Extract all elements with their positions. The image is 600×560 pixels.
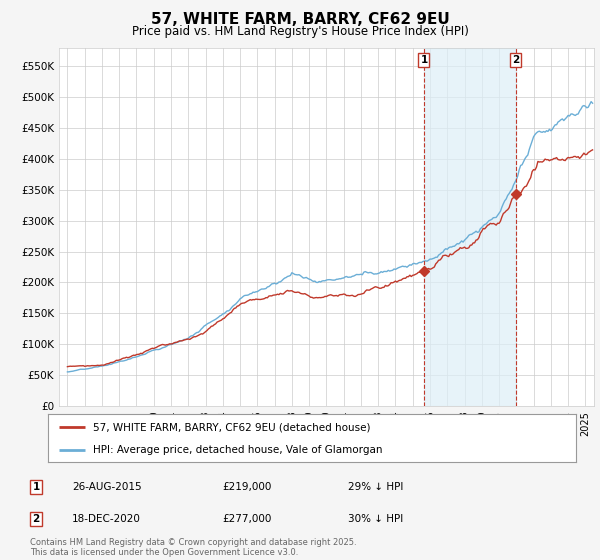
Bar [424, 48, 516, 406]
Text: 1: 1 [32, 482, 40, 492]
Text: HPI: Average price, detached house, Vale of Glamorgan: HPI: Average price, detached house, Vale… [93, 445, 382, 455]
Text: 30% ↓ HPI: 30% ↓ HPI [348, 514, 403, 524]
Text: Contains HM Land Registry data © Crown copyright and database right 2025.
This d: Contains HM Land Registry data © Crown c… [30, 538, 356, 557]
Text: 29% ↓ HPI: 29% ↓ HPI [348, 482, 403, 492]
Text: 26-AUG-2015: 26-AUG-2015 [72, 482, 142, 492]
Text: 2: 2 [512, 55, 520, 65]
Text: 1: 1 [421, 55, 428, 65]
Text: 57, WHITE FARM, BARRY, CF62 9EU: 57, WHITE FARM, BARRY, CF62 9EU [151, 12, 449, 27]
Text: 57, WHITE FARM, BARRY, CF62 9EU (detached house): 57, WHITE FARM, BARRY, CF62 9EU (detache… [93, 422, 370, 432]
Text: 2: 2 [32, 514, 40, 524]
Text: £219,000: £219,000 [222, 482, 271, 492]
Text: £277,000: £277,000 [222, 514, 271, 524]
Text: Price paid vs. HM Land Registry's House Price Index (HPI): Price paid vs. HM Land Registry's House … [131, 25, 469, 38]
Text: 18-DEC-2020: 18-DEC-2020 [72, 514, 141, 524]
